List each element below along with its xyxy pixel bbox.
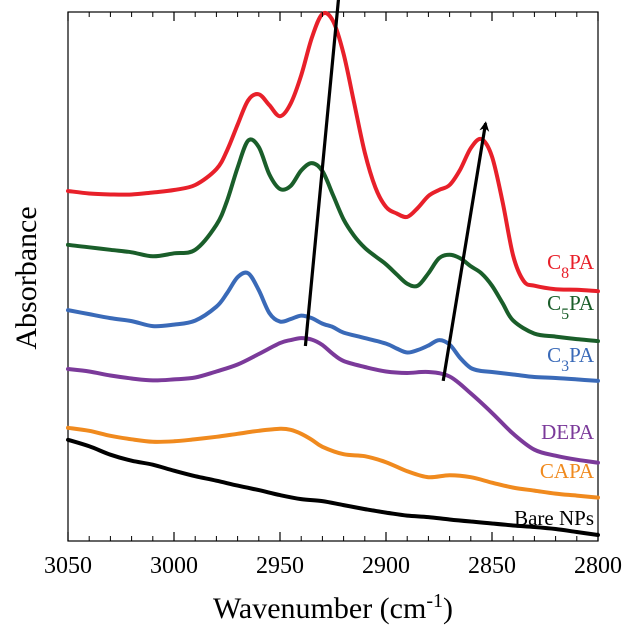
x-axis-title-main: Wavenumber (cm (213, 592, 426, 625)
x-tick-label-3000: 3000 (150, 553, 198, 579)
tick-layer: 3050 3000 2950 2900 2850 2800 (44, 12, 622, 579)
arrow-layer (303, 0, 490, 382)
x-tick-label-3050: 3050 (44, 553, 92, 579)
y-axis-title: Absorbance (10, 206, 43, 349)
series-line-2 (66, 137, 600, 344)
series-layer (66, 11, 600, 537)
series-label-6: Bare NPs (514, 506, 594, 530)
series-label-5: CAPA (540, 459, 595, 483)
plot-frame (67, 11, 599, 542)
series-label-4: DEPA (541, 420, 595, 444)
arrow-1 (303, 0, 341, 347)
x-tick-label-2950: 2950 (256, 553, 304, 579)
x-tick-label-2900: 2900 (362, 553, 410, 579)
arrow-2 (441, 121, 490, 382)
series-label-3: C3PA (547, 343, 595, 375)
series-line-1 (66, 11, 600, 294)
series-line-3 (66, 270, 600, 383)
series-line-5 (66, 425, 600, 500)
x-axis-title: Wavenumber (cm-1) (213, 590, 453, 625)
x-axis-title-close: ) (443, 592, 453, 625)
x-tick-label-2800: 2800 (574, 553, 622, 579)
series-line-6 (66, 437, 600, 537)
series-label-2: C5PA (547, 291, 595, 323)
x-axis-title-sup: -1 (426, 590, 443, 612)
series-label-1: C8PA (547, 250, 595, 282)
series-line-4 (66, 336, 600, 465)
x-tick-label-2850: 2850 (468, 553, 516, 579)
label-layer: C8PA C5PA C3PA DEPA CAPA Bare NPs (514, 250, 595, 530)
